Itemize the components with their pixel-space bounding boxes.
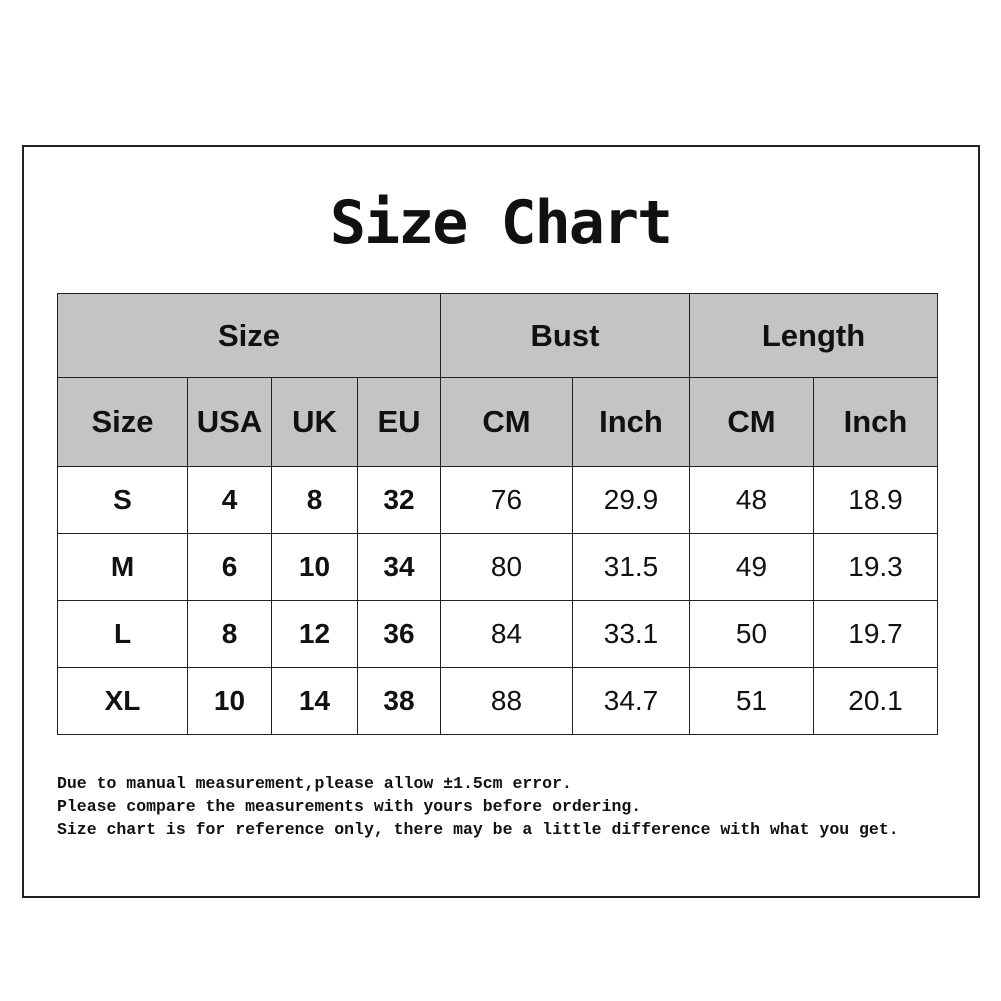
table-cell: 32 (357, 466, 441, 534)
group-header-length: Length (689, 293, 938, 378)
table-cell: 10 (187, 667, 272, 735)
table-cell: 34 (357, 533, 441, 601)
chart-frame (22, 145, 980, 898)
table-cell: 84 (440, 600, 573, 668)
sub-header-cell: USA (187, 377, 272, 467)
page-title: Size Chart (329, 188, 673, 258)
size-table: Size Bust Length Size USA UK EU CM Inch CM Inch… (57, 293, 938, 735)
table-cell: 18.9 (813, 466, 938, 534)
table-cell: 49 (689, 533, 814, 601)
table-row: M 6 10 34 80 31.5 49 19.3 (57, 533, 938, 601)
table-cell: XL (57, 667, 188, 735)
sub-header-cell: UK (271, 377, 358, 467)
table-row: L 8 12 36 84 33.1 50 19.7 (57, 600, 938, 668)
table-cell: 14 (271, 667, 358, 735)
table-cell: 31.5 (572, 533, 690, 601)
sub-header-cell: Inch (813, 377, 938, 467)
table-cell: 12 (271, 600, 358, 668)
table-cell: 8 (187, 600, 272, 668)
note-line: Please compare the measurements with you… (57, 797, 642, 816)
table-cell: 34.7 (572, 667, 690, 735)
sub-header-row: Size USA UK EU CM Inch CM Inch (57, 377, 938, 467)
table-cell: 29.9 (572, 466, 690, 534)
group-header-bust: Bust (440, 293, 690, 378)
table-cell: 19.3 (813, 533, 938, 601)
sub-header-cell: CM (440, 377, 573, 467)
sub-header-cell: CM (689, 377, 814, 467)
table-cell: 50 (689, 600, 814, 668)
table-cell: 48 (689, 466, 814, 534)
table-cell: 33.1 (572, 600, 690, 668)
table-cell: L (57, 600, 188, 668)
table-cell: M (57, 533, 188, 601)
table-cell: 4 (187, 466, 272, 534)
table-cell: 80 (440, 533, 573, 601)
table-cell: 51 (689, 667, 814, 735)
table-row: XL 10 14 38 88 34.7 51 20.1 (57, 667, 938, 735)
table-cell: 10 (271, 533, 358, 601)
note-line: Due to manual measurement,please allow ±… (57, 774, 572, 793)
table-cell: 76 (440, 466, 573, 534)
table-cell: 38 (357, 667, 441, 735)
group-header-size: Size (57, 293, 441, 378)
table-cell: 88 (440, 667, 573, 735)
sub-header-cell: Inch (572, 377, 690, 467)
table-cell: 20.1 (813, 667, 938, 735)
table-cell: 36 (357, 600, 441, 668)
table-cell: 8 (271, 466, 358, 534)
table-cell: 19.7 (813, 600, 938, 668)
table-cell: 6 (187, 533, 272, 601)
table-cell: S (57, 466, 188, 534)
note-line: Size chart is for reference only, there … (57, 820, 899, 839)
table-row: S 4 8 32 76 29.9 48 18.9 (57, 466, 938, 534)
sub-header-cell: Size (57, 377, 188, 467)
sub-header-cell: EU (357, 377, 441, 467)
notes: Due to manual measurement,please allow ±… (57, 772, 899, 841)
group-header-row: Size Bust Length (57, 293, 938, 378)
